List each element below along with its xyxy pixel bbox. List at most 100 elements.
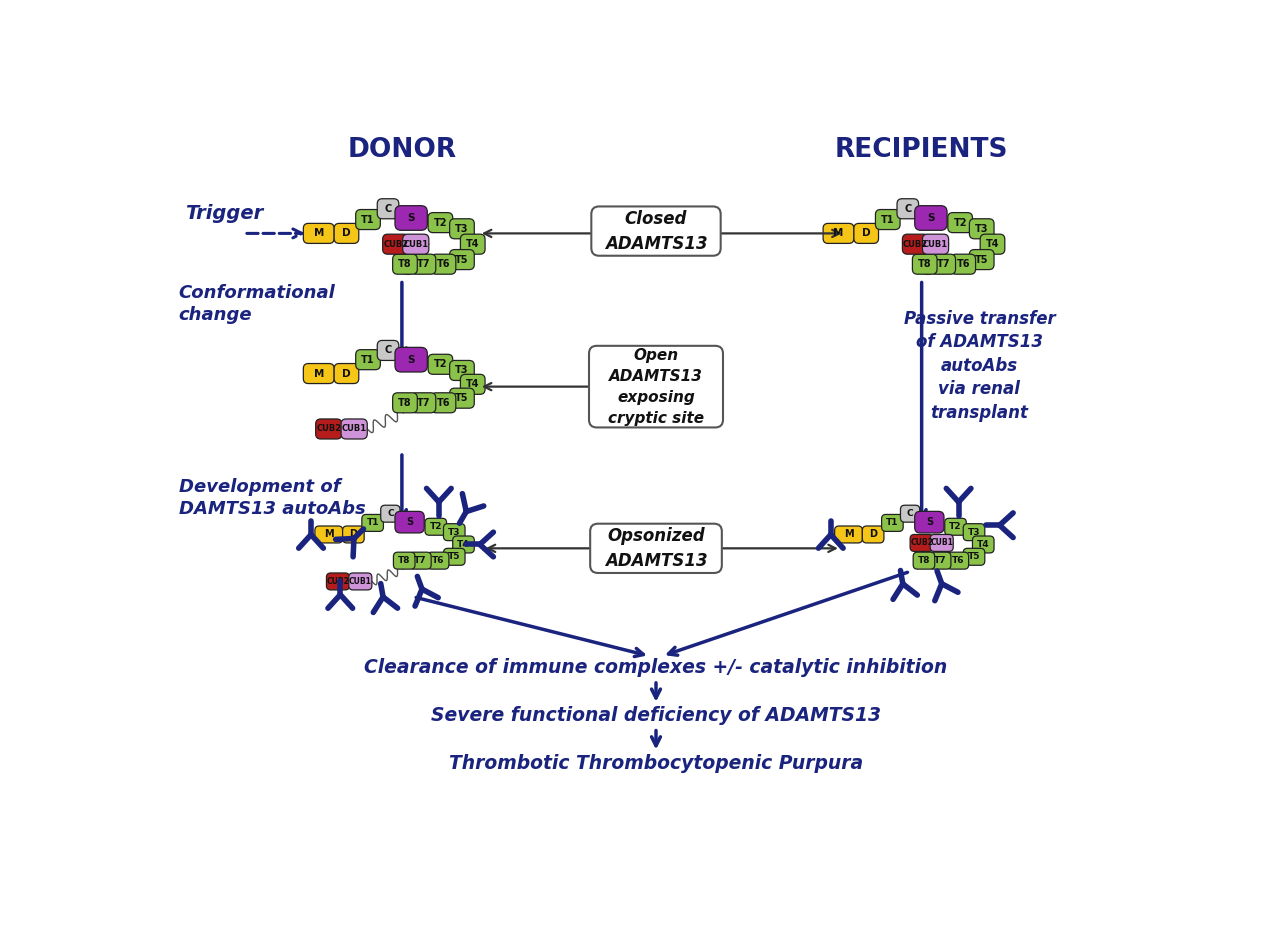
FancyBboxPatch shape: [411, 393, 435, 413]
Text: T7: T7: [413, 556, 426, 565]
Text: Trigger: Trigger: [184, 204, 262, 223]
FancyBboxPatch shape: [425, 518, 447, 535]
Text: CUB2: CUB2: [902, 240, 928, 248]
FancyBboxPatch shape: [931, 254, 956, 274]
FancyBboxPatch shape: [428, 552, 449, 569]
Text: C: C: [384, 204, 392, 213]
Text: CUB1: CUB1: [349, 577, 371, 586]
Text: Passive transfer
of ADAMTS13
autoAbs
via renal
transplant: Passive transfer of ADAMTS13 autoAbs via…: [904, 310, 1055, 422]
FancyBboxPatch shape: [945, 518, 966, 535]
FancyBboxPatch shape: [393, 254, 417, 274]
Text: D: D: [349, 530, 357, 539]
FancyBboxPatch shape: [443, 524, 465, 541]
FancyBboxPatch shape: [461, 234, 485, 254]
Text: CUB1: CUB1: [403, 240, 429, 248]
Text: T2: T2: [954, 218, 966, 228]
FancyBboxPatch shape: [969, 249, 995, 270]
Text: T1: T1: [886, 518, 899, 528]
FancyBboxPatch shape: [910, 534, 933, 551]
Text: T1: T1: [881, 214, 895, 225]
FancyBboxPatch shape: [393, 393, 417, 413]
Text: Development of
DAMTS13 autoAbs: Development of DAMTS13 autoAbs: [179, 479, 365, 518]
Text: S: S: [406, 517, 413, 527]
FancyBboxPatch shape: [303, 363, 334, 383]
FancyBboxPatch shape: [969, 219, 995, 239]
FancyBboxPatch shape: [449, 388, 475, 408]
Text: M: M: [314, 368, 324, 379]
Text: T7: T7: [417, 397, 430, 408]
FancyBboxPatch shape: [964, 524, 984, 541]
Text: T2: T2: [950, 522, 961, 531]
Text: Opsonized
ADAMTS13: Opsonized ADAMTS13: [604, 527, 708, 570]
FancyBboxPatch shape: [340, 419, 367, 439]
Text: T4: T4: [457, 540, 470, 549]
Text: S: S: [407, 355, 415, 364]
FancyBboxPatch shape: [876, 210, 900, 229]
Text: T6: T6: [436, 397, 451, 408]
FancyBboxPatch shape: [396, 347, 428, 372]
FancyBboxPatch shape: [964, 548, 984, 565]
Text: S: S: [407, 213, 415, 223]
FancyBboxPatch shape: [383, 234, 408, 254]
Text: Conformational
change: Conformational change: [179, 284, 335, 325]
FancyBboxPatch shape: [343, 526, 365, 543]
Text: T5: T5: [456, 394, 468, 403]
FancyBboxPatch shape: [428, 354, 453, 375]
Text: C: C: [904, 204, 911, 213]
Text: Severe functional deficiency of ADAMTS13: Severe functional deficiency of ADAMTS13: [431, 706, 881, 725]
FancyBboxPatch shape: [315, 526, 343, 543]
Text: T1: T1: [361, 355, 375, 364]
Text: S: S: [925, 517, 933, 527]
Text: C: C: [387, 509, 394, 518]
FancyBboxPatch shape: [913, 254, 937, 274]
FancyBboxPatch shape: [411, 254, 435, 274]
Text: T6: T6: [436, 260, 451, 269]
Text: T3: T3: [975, 224, 988, 234]
Text: T1: T1: [361, 214, 375, 225]
Text: CUB2: CUB2: [316, 425, 342, 433]
Text: C: C: [384, 346, 392, 356]
FancyBboxPatch shape: [923, 234, 948, 254]
Text: D: D: [342, 228, 351, 239]
FancyBboxPatch shape: [303, 224, 334, 244]
Text: T4: T4: [986, 239, 1000, 249]
Text: CUB1: CUB1: [342, 425, 367, 433]
FancyBboxPatch shape: [396, 206, 428, 230]
Text: Open
ADAMTS13
exposing
cryptic site: Open ADAMTS13 exposing cryptic site: [608, 347, 704, 426]
Text: T8: T8: [398, 260, 412, 269]
Text: T5: T5: [448, 552, 461, 562]
Text: T6: T6: [951, 556, 964, 565]
FancyBboxPatch shape: [931, 534, 954, 551]
FancyBboxPatch shape: [902, 234, 928, 254]
Text: M: M: [844, 530, 854, 539]
FancyBboxPatch shape: [428, 212, 453, 232]
FancyBboxPatch shape: [396, 512, 424, 533]
Text: T5: T5: [456, 255, 468, 264]
Text: T7: T7: [937, 260, 950, 269]
Text: T6: T6: [956, 260, 970, 269]
Text: CUB1: CUB1: [923, 240, 948, 248]
FancyBboxPatch shape: [461, 375, 485, 395]
FancyBboxPatch shape: [915, 206, 947, 230]
Text: T8: T8: [398, 556, 411, 565]
FancyBboxPatch shape: [835, 526, 863, 543]
Text: Thrombotic Thrombocytopenic Purpura: Thrombotic Thrombocytopenic Purpura: [449, 753, 863, 772]
FancyBboxPatch shape: [393, 552, 415, 569]
FancyBboxPatch shape: [449, 249, 475, 270]
Text: T4: T4: [466, 239, 480, 249]
Text: T5: T5: [975, 255, 988, 264]
Text: CUB2: CUB2: [326, 577, 349, 586]
Text: CUB2: CUB2: [910, 538, 933, 548]
Text: T7: T7: [417, 260, 430, 269]
FancyBboxPatch shape: [854, 224, 878, 244]
Text: C: C: [906, 509, 914, 518]
Text: D: D: [861, 228, 870, 239]
Text: M: M: [833, 228, 844, 239]
FancyBboxPatch shape: [356, 210, 380, 229]
Text: T3: T3: [968, 528, 980, 536]
Text: T1: T1: [366, 518, 379, 528]
Text: DONOR: DONOR: [347, 137, 457, 163]
FancyBboxPatch shape: [973, 536, 995, 553]
FancyBboxPatch shape: [915, 512, 943, 533]
FancyBboxPatch shape: [980, 234, 1005, 254]
